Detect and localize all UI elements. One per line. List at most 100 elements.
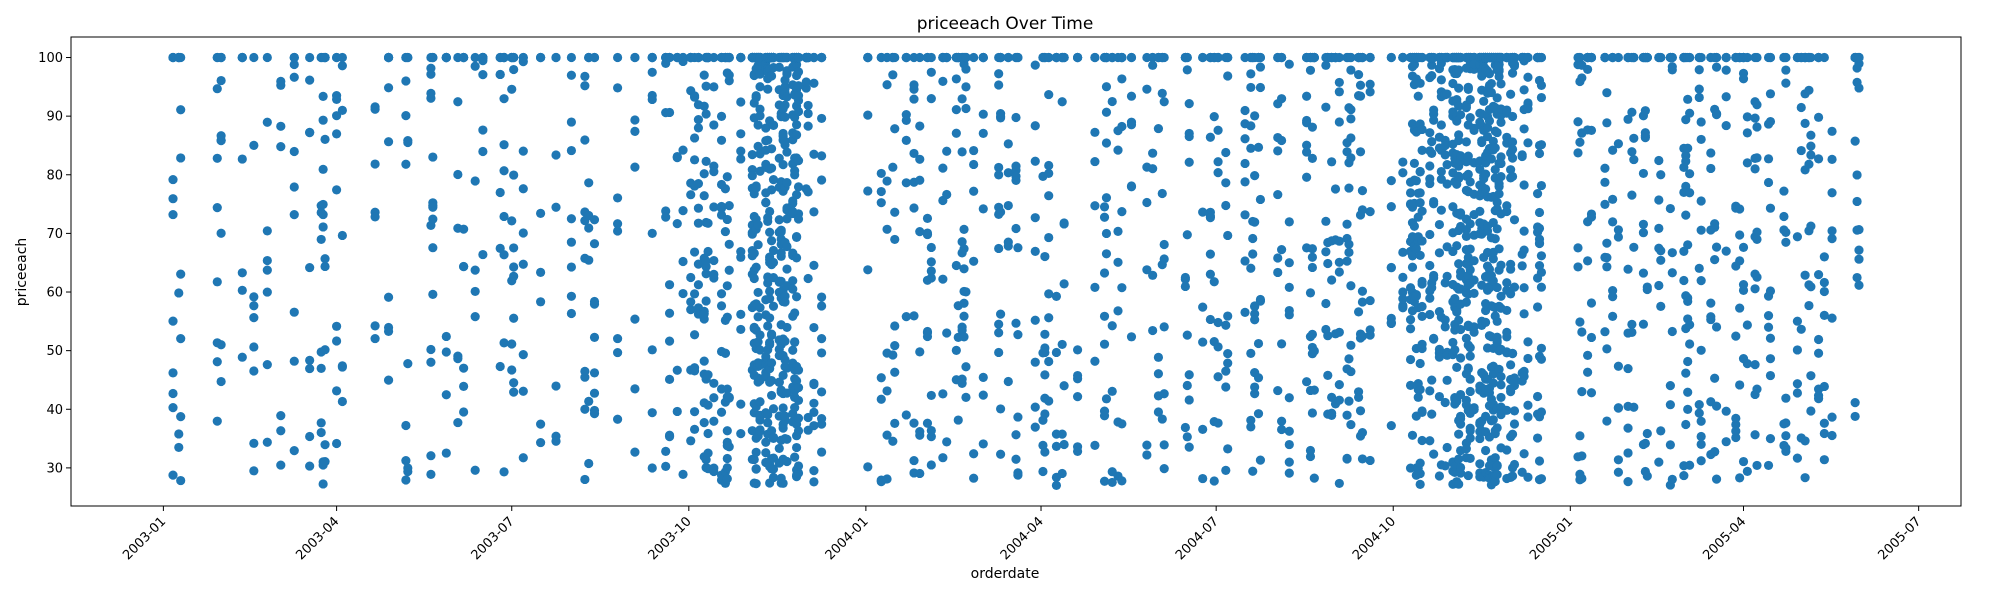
data-point bbox=[1465, 426, 1475, 436]
data-point bbox=[1030, 422, 1040, 432]
data-point bbox=[809, 207, 819, 217]
data-point bbox=[709, 393, 719, 403]
data-point bbox=[1536, 52, 1547, 63]
data-point bbox=[1781, 237, 1791, 247]
data-point bbox=[1779, 186, 1789, 196]
data-point bbox=[1455, 389, 1466, 400]
data-point bbox=[1051, 347, 1062, 358]
data-point bbox=[1386, 202, 1396, 212]
data-point bbox=[915, 430, 925, 440]
data-point bbox=[566, 52, 577, 63]
data-point bbox=[922, 418, 933, 428]
data-point bbox=[791, 120, 802, 130]
data-point bbox=[630, 162, 640, 172]
data-point bbox=[1765, 116, 1776, 127]
data-point bbox=[1427, 136, 1437, 147]
data-point bbox=[1779, 211, 1789, 222]
data-point bbox=[1040, 251, 1050, 262]
data-point bbox=[566, 117, 577, 127]
data-point bbox=[1486, 154, 1496, 164]
data-point bbox=[791, 190, 802, 200]
data-point bbox=[901, 52, 911, 63]
data-point bbox=[664, 374, 675, 384]
data-point bbox=[776, 248, 786, 258]
data-point bbox=[249, 366, 259, 376]
data-point bbox=[1342, 453, 1352, 463]
data-point bbox=[1600, 177, 1610, 187]
data-point bbox=[1496, 372, 1506, 382]
data-point bbox=[1365, 295, 1375, 306]
data-point bbox=[664, 52, 675, 63]
data-point bbox=[518, 52, 528, 63]
data-point bbox=[1240, 105, 1250, 116]
data-point bbox=[1475, 206, 1485, 216]
data-point bbox=[1409, 158, 1419, 168]
data-point bbox=[1507, 471, 1518, 481]
data-point bbox=[1765, 354, 1776, 364]
data-point bbox=[1523, 337, 1533, 347]
data-point bbox=[1534, 223, 1545, 233]
data-point bbox=[1365, 207, 1375, 217]
data-point bbox=[453, 417, 463, 428]
data-point bbox=[441, 52, 451, 63]
data-point bbox=[1465, 244, 1475, 254]
data-point bbox=[1398, 303, 1408, 313]
data-point bbox=[766, 185, 777, 195]
data-point bbox=[1575, 137, 1585, 147]
data-point bbox=[1750, 360, 1760, 370]
data-point bbox=[791, 59, 802, 70]
data-point bbox=[1159, 254, 1169, 264]
data-point bbox=[1683, 404, 1693, 414]
data-point bbox=[1623, 114, 1633, 124]
data-point bbox=[320, 52, 330, 63]
data-point bbox=[1072, 345, 1083, 355]
data-point bbox=[1213, 157, 1223, 167]
data-point bbox=[1415, 468, 1425, 479]
data-point bbox=[1638, 228, 1649, 238]
data-point bbox=[790, 452, 800, 462]
data-point bbox=[959, 244, 969, 254]
data-point bbox=[766, 358, 777, 368]
data-point bbox=[1509, 282, 1520, 292]
data-point bbox=[1694, 399, 1704, 410]
data-point bbox=[566, 291, 577, 301]
data-point bbox=[1101, 138, 1112, 148]
data-point bbox=[778, 128, 788, 139]
data-point bbox=[1490, 234, 1500, 244]
data-point bbox=[961, 103, 971, 114]
data-point bbox=[1654, 457, 1664, 467]
data-point bbox=[1685, 169, 1695, 179]
data-point bbox=[249, 140, 259, 150]
data-point bbox=[589, 239, 600, 249]
data-point bbox=[613, 347, 623, 358]
data-point bbox=[926, 257, 936, 267]
data-point bbox=[1536, 92, 1547, 103]
data-point bbox=[1523, 472, 1533, 482]
data-point bbox=[1180, 422, 1190, 433]
y-tick-label: 40 bbox=[46, 403, 63, 418]
data-point bbox=[1209, 112, 1219, 122]
y-tick-label: 90 bbox=[46, 110, 63, 125]
data-point bbox=[1305, 65, 1316, 75]
data-point bbox=[1488, 415, 1498, 425]
data-point bbox=[664, 431, 675, 442]
data-point bbox=[791, 130, 802, 140]
data-point bbox=[1536, 282, 1547, 292]
data-point bbox=[1153, 369, 1164, 379]
data-point bbox=[1608, 194, 1618, 204]
data-point bbox=[1781, 227, 1791, 237]
data-point bbox=[761, 448, 771, 458]
data-point bbox=[1072, 370, 1083, 381]
data-point bbox=[1425, 260, 1435, 271]
data-point bbox=[1040, 370, 1050, 380]
data-point bbox=[1440, 322, 1450, 332]
data-point bbox=[1765, 52, 1776, 63]
data-point bbox=[1213, 52, 1223, 63]
data-point bbox=[755, 330, 765, 340]
data-point bbox=[1405, 354, 1416, 365]
data-point bbox=[1854, 280, 1864, 290]
data-point bbox=[536, 419, 546, 429]
data-point bbox=[1819, 418, 1829, 428]
data-point bbox=[1667, 326, 1677, 337]
